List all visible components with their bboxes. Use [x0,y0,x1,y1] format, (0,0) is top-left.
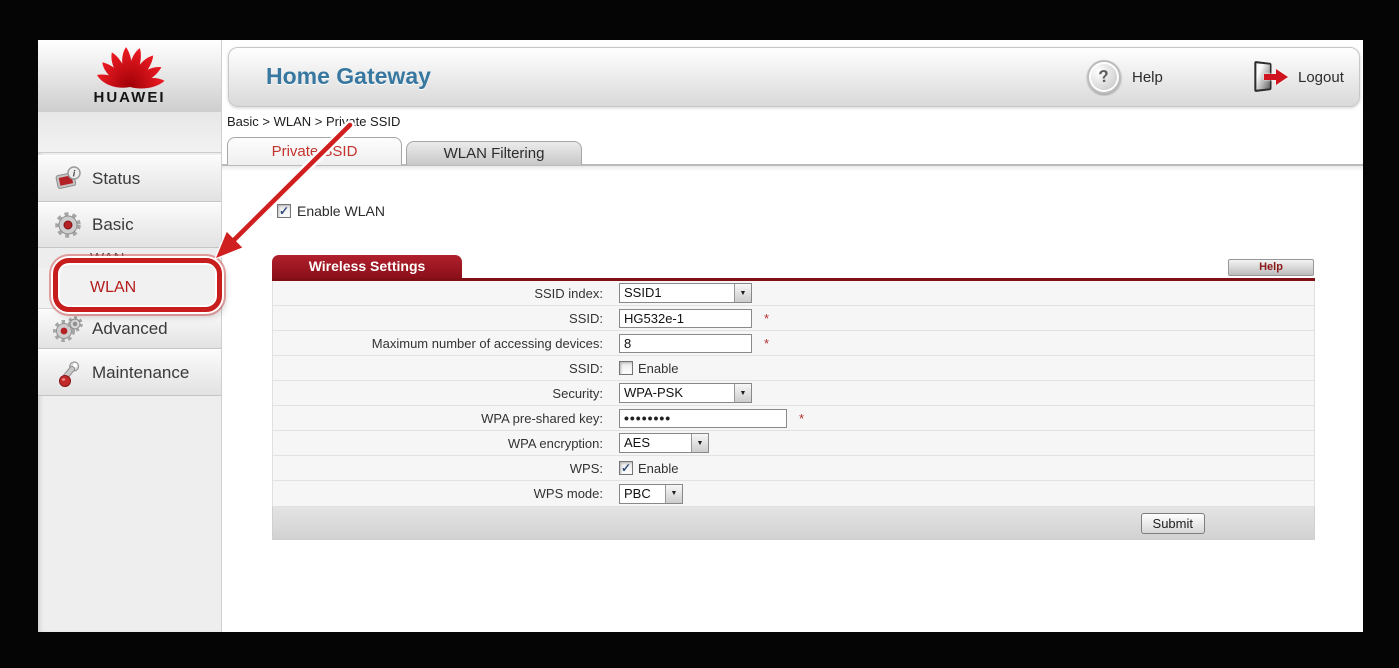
submit-bar: Submit [272,507,1315,540]
sidebar-item-label: Status [92,168,141,188]
wps-enable-checkbox[interactable]: ✓ [619,461,633,475]
form-row-ssid-enable: SSID: Enable [273,356,1314,381]
chevron-down-icon[interactable]: ▼ [691,434,708,452]
field-label: Maximum number of accessing devices: [371,335,603,351]
field-label: WPS mode: [533,486,603,501]
breadcrumb: Basic > WLAN > Private SSID [227,114,401,129]
enable-wlan-label: Enable WLAN [297,203,385,219]
sidebar-item-maintenance[interactable]: Maintenance [38,349,221,396]
checkbox-label: Enable [638,460,679,476]
page-title: Home Gateway [266,63,431,89]
help-icon: ? [1084,57,1124,97]
select-value: AES [624,435,651,450]
form-row-wpa-key: WPA pre-shared key: * [273,406,1314,431]
select-value: WPA-PSK [624,385,683,400]
sidebar-item-status[interactable]: i Status [38,155,221,202]
sidebar: HUAWEI i Status [38,40,222,632]
sidebar-item-wlan[interactable]: WLAN [38,268,221,309]
status-icon: i [55,165,81,189]
field-label: Security: [552,385,603,401]
chevron-down-icon[interactable]: ▼ [734,284,751,302]
panel-help-button[interactable]: Help [1228,259,1314,276]
ssid-input[interactable] [619,308,752,328]
app-window: HUAWEI i Status [38,40,1363,632]
svg-text:i: i [73,168,76,178]
huawei-flower-icon [96,47,165,89]
tab-private-ssid[interactable]: Private SSID [227,137,402,165]
sidebar-item-label: Advanced [92,319,168,338]
field-label: WPS: [569,460,603,476]
form-row-wpa-encryption: WPA encryption: AES ▼ [273,431,1314,456]
tab-divider-line [222,164,1363,166]
chevron-down-icon[interactable]: ▼ [734,384,751,402]
brand-name: HUAWEI [93,89,166,106]
form-row-wps-mode: WPS mode: PBC ▼ [273,481,1314,506]
required-asterisk: * [764,310,770,326]
wpa-key-input[interactable] [619,408,787,428]
main-area: Home Gateway ? Help Logout Basic > WLAN … [222,40,1363,632]
panel-title: Wireless Settings [272,255,462,278]
sidebar-spacer [38,112,221,153]
checkbox-label: Enable [638,360,679,376]
max-devices-input[interactable] [619,333,752,353]
enable-wlan-row: ✓ Enable WLAN [277,203,385,219]
tab-divider-shadow [222,166,1363,171]
gears-icon [53,316,83,342]
enable-wlan-checkbox[interactable]: ✓ [277,204,291,218]
form-row-security: Security: WPA-PSK ▼ [273,381,1314,406]
help-label: Help [1132,68,1163,86]
huawei-logo: HUAWEI [38,40,221,112]
submit-button[interactable]: Submit [1140,512,1205,534]
logout-label: Logout [1298,68,1344,86]
ssid-index-select[interactable]: SSID1 ▼ [619,283,752,303]
sidebar-item-label: Basic [92,215,134,234]
panel-accent-line [272,278,1315,281]
gear-icon [55,212,81,238]
required-asterisk: * [764,335,770,351]
field-label: SSID: [569,310,603,326]
wpa-encryption-select[interactable]: AES ▼ [619,433,709,453]
tab-bar: Private SSID WLAN Filtering [227,137,827,165]
sidebar-item-label: Maintenance [92,362,190,382]
sidebar-item-advanced[interactable]: Advanced [38,309,221,349]
wireless-settings-panel: Wireless Settings Help SSID index: SSID1… [272,255,1315,540]
wrench-icon [59,360,80,387]
ssid-enable-checkbox[interactable] [619,361,633,375]
tab-wlan-filtering[interactable]: WLAN Filtering [406,141,582,165]
question-mark: ? [1097,66,1111,87]
form-row-ssid: SSID: * [273,306,1314,331]
select-value: PBC [624,485,651,501]
field-label: SSID index: [534,285,603,301]
form-row-ssid-index: SSID index: SSID1 ▼ [273,281,1314,306]
sidebar-item-label: WLAN [90,279,137,296]
sidebar-item-basic[interactable]: Basic [38,202,221,248]
logout-icon [1251,60,1288,94]
select-value: SSID1 [624,285,662,300]
form-row-max-devices: Maximum number of accessing devices: * [273,331,1314,356]
required-asterisk: * [799,410,805,426]
field-label: WPA encryption: [507,435,603,451]
sidebar-item-label: WAN [90,249,125,267]
sidebar-item-wan[interactable]: WAN [38,248,221,268]
field-label: SSID: [569,360,603,376]
logout-button[interactable]: Logout [1251,60,1344,94]
form-row-wps: WPS: ✓ Enable [273,456,1314,481]
sidebar-menu: i Status Basic WAN WLAN [38,155,221,396]
field-label: WPA pre-shared key: [481,410,603,426]
logout-arrow-shape [1264,69,1288,85]
wps-mode-select[interactable]: PBC ▼ [619,483,683,504]
help-button[interactable]: ? Help [1084,57,1163,97]
chevron-down-icon[interactable]: ▼ [665,484,682,503]
app-header: Home Gateway ? Help Logout [228,47,1360,107]
security-select[interactable]: WPA-PSK ▼ [619,383,752,403]
